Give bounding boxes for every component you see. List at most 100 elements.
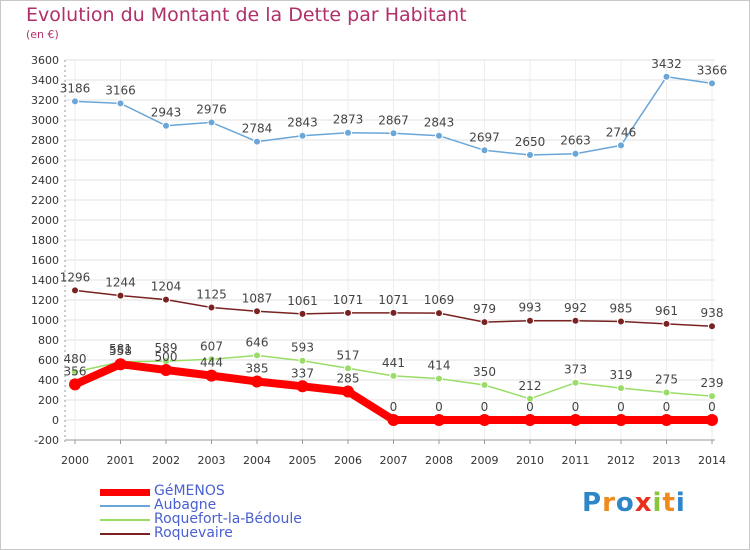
data-label-1: 2663 [560, 134, 591, 148]
y-tick-label: 2000 [31, 214, 59, 227]
data-label-1: 3366 [697, 63, 728, 77]
x-tick-label: 2014 [698, 454, 726, 467]
data-label-1: 2976 [196, 102, 227, 116]
data-label-0: 0 [708, 400, 716, 414]
data-point-1 [344, 128, 352, 137]
data-point-3 [344, 308, 352, 317]
data-point-0 [706, 414, 718, 426]
data-label-0: 0 [481, 400, 489, 414]
data-label-3: 961 [655, 304, 678, 318]
legend-label-gemenos: GéMENOS [154, 483, 225, 499]
data-label-1: 2873 [333, 113, 364, 127]
data-label-3: 1061 [287, 294, 318, 308]
data-point-3 [571, 316, 580, 325]
data-point-0 [114, 358, 127, 371]
data-label-0: 558 [109, 344, 132, 358]
data-point-1 [207, 118, 216, 127]
data-label-1: 2697 [469, 130, 500, 144]
y-tick-label: 1000 [31, 314, 59, 327]
data-point-2 [253, 351, 261, 360]
data-point-1 [116, 99, 125, 108]
data-point-0 [569, 414, 582, 426]
x-tick-label: 2005 [289, 454, 317, 467]
x-tick-label: 2000 [61, 454, 89, 467]
data-label-3: 938 [701, 306, 724, 320]
data-point-1 [662, 72, 671, 81]
data-point-3 [389, 308, 398, 317]
data-point-2 [708, 392, 716, 401]
data-label-1: 3432 [651, 57, 682, 71]
data-point-3 [298, 309, 307, 318]
y-tick-label: 2400 [31, 174, 59, 187]
y-tick-label: 3400 [31, 74, 59, 87]
data-label-0: 444 [200, 356, 223, 370]
data-label-0: 385 [246, 362, 269, 376]
data-point-2 [480, 381, 489, 389]
data-point-1 [435, 131, 443, 140]
data-point-1 [298, 131, 307, 140]
data-point-0 [387, 414, 400, 426]
data-point-1 [708, 79, 716, 88]
data-label-2: 593 [291, 341, 314, 355]
data-point-2 [71, 368, 79, 376]
y-tick-label: 2200 [31, 194, 59, 207]
y-tick-label: 3000 [31, 114, 59, 127]
data-point-1 [480, 146, 489, 155]
x-tick-label: 2011 [562, 454, 590, 467]
legend-swatch-roquefort [100, 519, 150, 521]
y-tick-label: 1800 [31, 234, 59, 247]
y-tick-label: 2600 [31, 154, 59, 167]
y-tick-label: 400 [38, 374, 59, 387]
y-tick-label: 200 [38, 394, 59, 407]
data-label-1: 3166 [105, 83, 136, 97]
data-label-3: 985 [610, 302, 633, 316]
data-point-2 [389, 371, 398, 380]
data-label-2: 350 [473, 365, 496, 379]
legend-swatch-roquevaire [100, 533, 150, 535]
data-point-1 [162, 121, 170, 130]
data-point-1 [617, 141, 625, 150]
data-point-3 [253, 307, 261, 316]
data-label-2: 414 [428, 359, 451, 373]
data-label-3: 1296 [60, 270, 91, 284]
data-label-0: 337 [291, 366, 314, 380]
data-point-0 [433, 414, 445, 426]
legend-label-roquevaire: Roquevaire [154, 525, 233, 541]
y-tick-label: 1200 [31, 294, 59, 307]
x-tick-label: 2002 [152, 454, 180, 467]
data-point-3 [526, 316, 534, 325]
x-tick-label: 2009 [471, 454, 499, 467]
data-label-2: 589 [155, 341, 178, 355]
data-label-1: 2843 [287, 116, 318, 130]
data-label-0: 500 [155, 350, 178, 364]
data-label-2: 212 [519, 379, 542, 393]
data-label-1: 2650 [515, 135, 546, 149]
data-label-2: 275 [655, 373, 678, 387]
data-label-0: 0 [572, 400, 580, 414]
y-tick-label: 3600 [31, 54, 59, 67]
data-label-0: 285 [337, 372, 360, 386]
data-point-2 [662, 388, 671, 397]
data-label-3: 992 [564, 301, 587, 315]
x-tick-label: 2006 [334, 454, 362, 467]
data-label-3: 1244 [105, 276, 136, 290]
data-point-1 [389, 129, 398, 138]
data-point-3 [708, 322, 716, 331]
data-point-0 [69, 378, 81, 391]
data-point-0 [296, 380, 309, 393]
data-point-0 [524, 414, 536, 426]
data-point-3 [207, 303, 216, 312]
data-label-3: 1071 [378, 293, 409, 307]
legend-label-aubagne: Aubagne [154, 497, 217, 513]
data-label-2: 441 [382, 356, 405, 370]
legend-swatch-aubagne [100, 505, 150, 507]
data-label-2: 517 [337, 348, 360, 362]
data-label-3: 1071 [333, 293, 364, 307]
data-label-0: 0 [390, 400, 398, 414]
data-point-1 [526, 151, 534, 159]
data-label-0: 356 [64, 364, 87, 378]
x-tick-label: 2001 [107, 454, 135, 467]
data-point-2 [207, 355, 216, 364]
x-tick-label: 2012 [607, 454, 635, 467]
brand-logo: Proxiti [582, 488, 686, 518]
